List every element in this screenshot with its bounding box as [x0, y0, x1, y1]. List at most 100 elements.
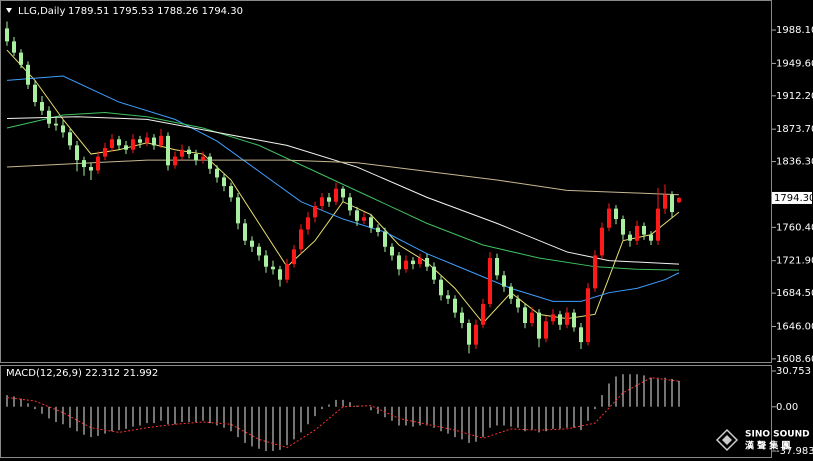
candle-body — [96, 156, 100, 171]
candle-body — [411, 260, 415, 265]
candle-body — [110, 139, 114, 148]
menu-arrow[interactable] — [6, 8, 12, 13]
candle-body — [544, 321, 548, 339]
candle-body — [26, 64, 30, 85]
ohlc-readout: 1789.51 1795.53 1788.26 1794.30 — [68, 6, 243, 17]
last-price-label: 1794.30 — [774, 193, 813, 204]
candle-body — [565, 312, 569, 325]
candle-body — [299, 229, 303, 250]
candle-body — [572, 312, 576, 328]
candle-body — [523, 307, 527, 324]
candle-body — [628, 234, 632, 241]
candle-body — [187, 149, 191, 155]
candle-body — [614, 208, 618, 220]
candle-body — [495, 258, 499, 276]
candle-body — [180, 149, 184, 157]
candle-body — [642, 225, 646, 235]
candle-body — [243, 223, 247, 241]
candle-body — [502, 275, 506, 287]
candle-body — [607, 208, 611, 228]
chart-title: LLG,Daily — [18, 6, 65, 17]
candle-body — [516, 298, 520, 308]
candle-body — [250, 240, 254, 247]
candle-body — [467, 323, 471, 345]
y-tick-label: 1836.30 — [776, 157, 813, 168]
candle-body — [537, 312, 541, 339]
candle-body — [663, 194, 667, 209]
candle-body — [586, 288, 590, 343]
indicator-line — [6, 159, 680, 196]
candle-body — [19, 52, 23, 65]
candle-body — [5, 28, 9, 42]
candle-body — [12, 41, 16, 53]
candle-body — [278, 269, 282, 280]
candle-body — [313, 206, 317, 218]
candle-body — [418, 258, 422, 265]
watermark-sub: 漢 聲 集 團 — [745, 440, 790, 452]
candle-body — [488, 258, 492, 304]
y-tick-label: 1912.20 — [776, 91, 813, 102]
candle-body — [82, 160, 86, 168]
candle-body — [670, 194, 674, 213]
candle-body — [439, 279, 443, 296]
candle-body — [327, 197, 331, 202]
candle-body — [348, 197, 352, 211]
candle-body — [222, 177, 226, 187]
candle-body — [432, 266, 436, 280]
candle-body — [292, 249, 296, 265]
candle-body — [229, 186, 233, 198]
candle-body — [215, 168, 219, 178]
candle-body — [593, 255, 597, 289]
y-tick-label: 1721.90 — [776, 256, 813, 267]
candle-body — [621, 219, 625, 235]
y-tick-label: 1760.40 — [776, 222, 813, 233]
candle-body — [551, 314, 555, 322]
y-tick-label: 1608.60 — [776, 354, 813, 365]
y-tick-label: -37.983 — [776, 446, 813, 457]
candle-body — [117, 139, 121, 146]
candle-body — [138, 139, 142, 143]
candle-body — [173, 156, 177, 166]
candle-body — [89, 167, 93, 171]
candle-body — [530, 312, 534, 324]
candle-body — [271, 266, 275, 270]
candle-body — [579, 327, 583, 343]
candle-body — [635, 225, 639, 241]
candle-body — [376, 227, 380, 233]
candle-body — [383, 232, 387, 247]
candle-body — [460, 312, 464, 324]
candle-body — [558, 314, 562, 325]
logo-core — [722, 435, 732, 445]
candle-body — [649, 234, 653, 241]
watermark-brand: SINO SOUND — [745, 430, 810, 440]
candle-body — [334, 188, 338, 202]
indicator-line — [6, 111, 680, 271]
candle-body — [47, 110, 51, 124]
candle-body — [257, 246, 261, 256]
candle-body — [159, 135, 163, 146]
y-tick-label: 1873.70 — [776, 124, 813, 135]
candle-body — [320, 197, 324, 207]
watermark: SINO SOUND 漢 聲 集 團 — [715, 428, 810, 452]
candle-body — [103, 147, 107, 157]
candle-body — [362, 217, 366, 221]
indicator-line — [6, 377, 680, 449]
y-tick-label: 30.753 — [776, 366, 811, 377]
candle-body — [600, 227, 604, 256]
candle-body — [425, 258, 429, 267]
candle-body — [355, 210, 359, 221]
candle-body — [33, 84, 37, 103]
candle-body — [446, 295, 450, 299]
candle-body — [131, 139, 135, 150]
candle-body — [390, 246, 394, 256]
candle-body — [75, 145, 79, 161]
candle-body — [68, 132, 72, 146]
candle-body — [166, 135, 170, 166]
logo — [715, 428, 739, 452]
y-tick-label: 1646.00 — [776, 321, 813, 332]
y-tick-label: 1988.10 — [776, 25, 813, 36]
candle-body — [453, 298, 457, 313]
candle-body — [40, 102, 44, 111]
